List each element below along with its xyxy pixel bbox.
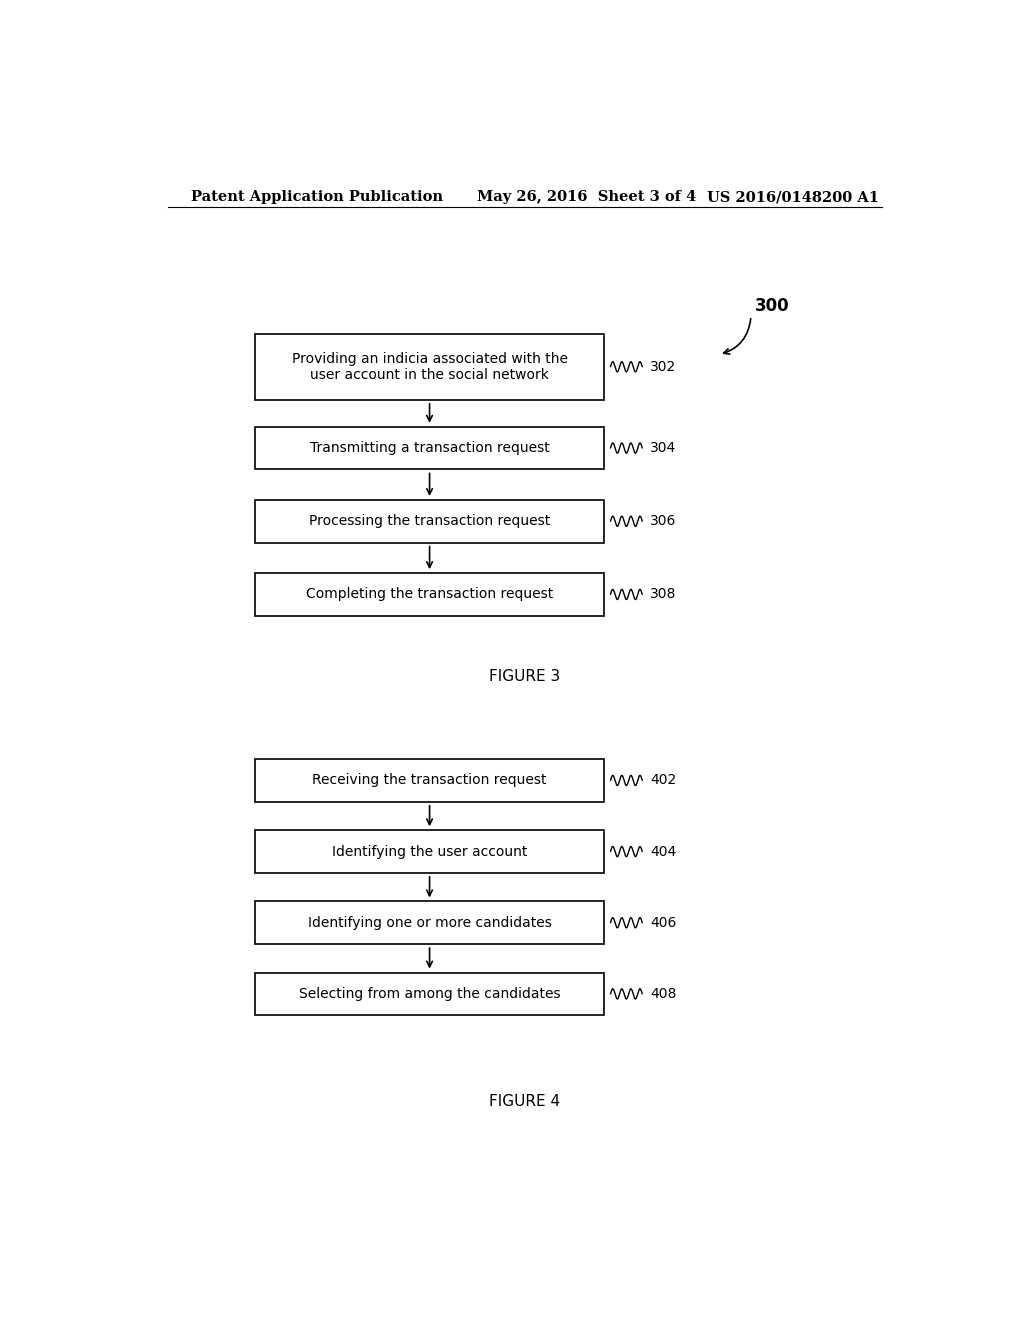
FancyBboxPatch shape <box>255 573 604 616</box>
FancyBboxPatch shape <box>255 830 604 873</box>
Text: Identifying one or more candidates: Identifying one or more candidates <box>307 916 552 929</box>
Text: Identifying the user account: Identifying the user account <box>332 845 527 858</box>
Text: 406: 406 <box>650 916 677 929</box>
Text: 408: 408 <box>650 987 677 1001</box>
FancyBboxPatch shape <box>255 973 604 1015</box>
Text: Patent Application Publication: Patent Application Publication <box>191 190 443 205</box>
Text: US 2016/0148200 A1: US 2016/0148200 A1 <box>708 190 880 205</box>
Text: 402: 402 <box>650 774 677 788</box>
Text: Providing an indicia associated with the
user account in the social network: Providing an indicia associated with the… <box>292 351 567 381</box>
Text: 404: 404 <box>650 845 677 858</box>
Text: FIGURE 3: FIGURE 3 <box>489 669 560 684</box>
Text: Receiving the transaction request: Receiving the transaction request <box>312 774 547 788</box>
FancyArrowPatch shape <box>724 318 751 354</box>
Text: 306: 306 <box>650 515 677 528</box>
Text: Selecting from among the candidates: Selecting from among the candidates <box>299 987 560 1001</box>
Text: 302: 302 <box>650 360 677 374</box>
FancyBboxPatch shape <box>255 334 604 400</box>
Text: Transmitting a transaction request: Transmitting a transaction request <box>309 441 550 455</box>
Text: 308: 308 <box>650 587 677 602</box>
FancyBboxPatch shape <box>255 902 604 944</box>
FancyBboxPatch shape <box>255 759 604 801</box>
Text: 304: 304 <box>650 441 677 455</box>
Text: FIGURE 4: FIGURE 4 <box>489 1094 560 1109</box>
Text: 300: 300 <box>755 297 790 314</box>
FancyBboxPatch shape <box>255 426 604 470</box>
Text: Completing the transaction request: Completing the transaction request <box>306 587 553 602</box>
Text: Processing the transaction request: Processing the transaction request <box>309 515 550 528</box>
FancyBboxPatch shape <box>255 500 604 543</box>
Text: May 26, 2016  Sheet 3 of 4: May 26, 2016 Sheet 3 of 4 <box>477 190 696 205</box>
